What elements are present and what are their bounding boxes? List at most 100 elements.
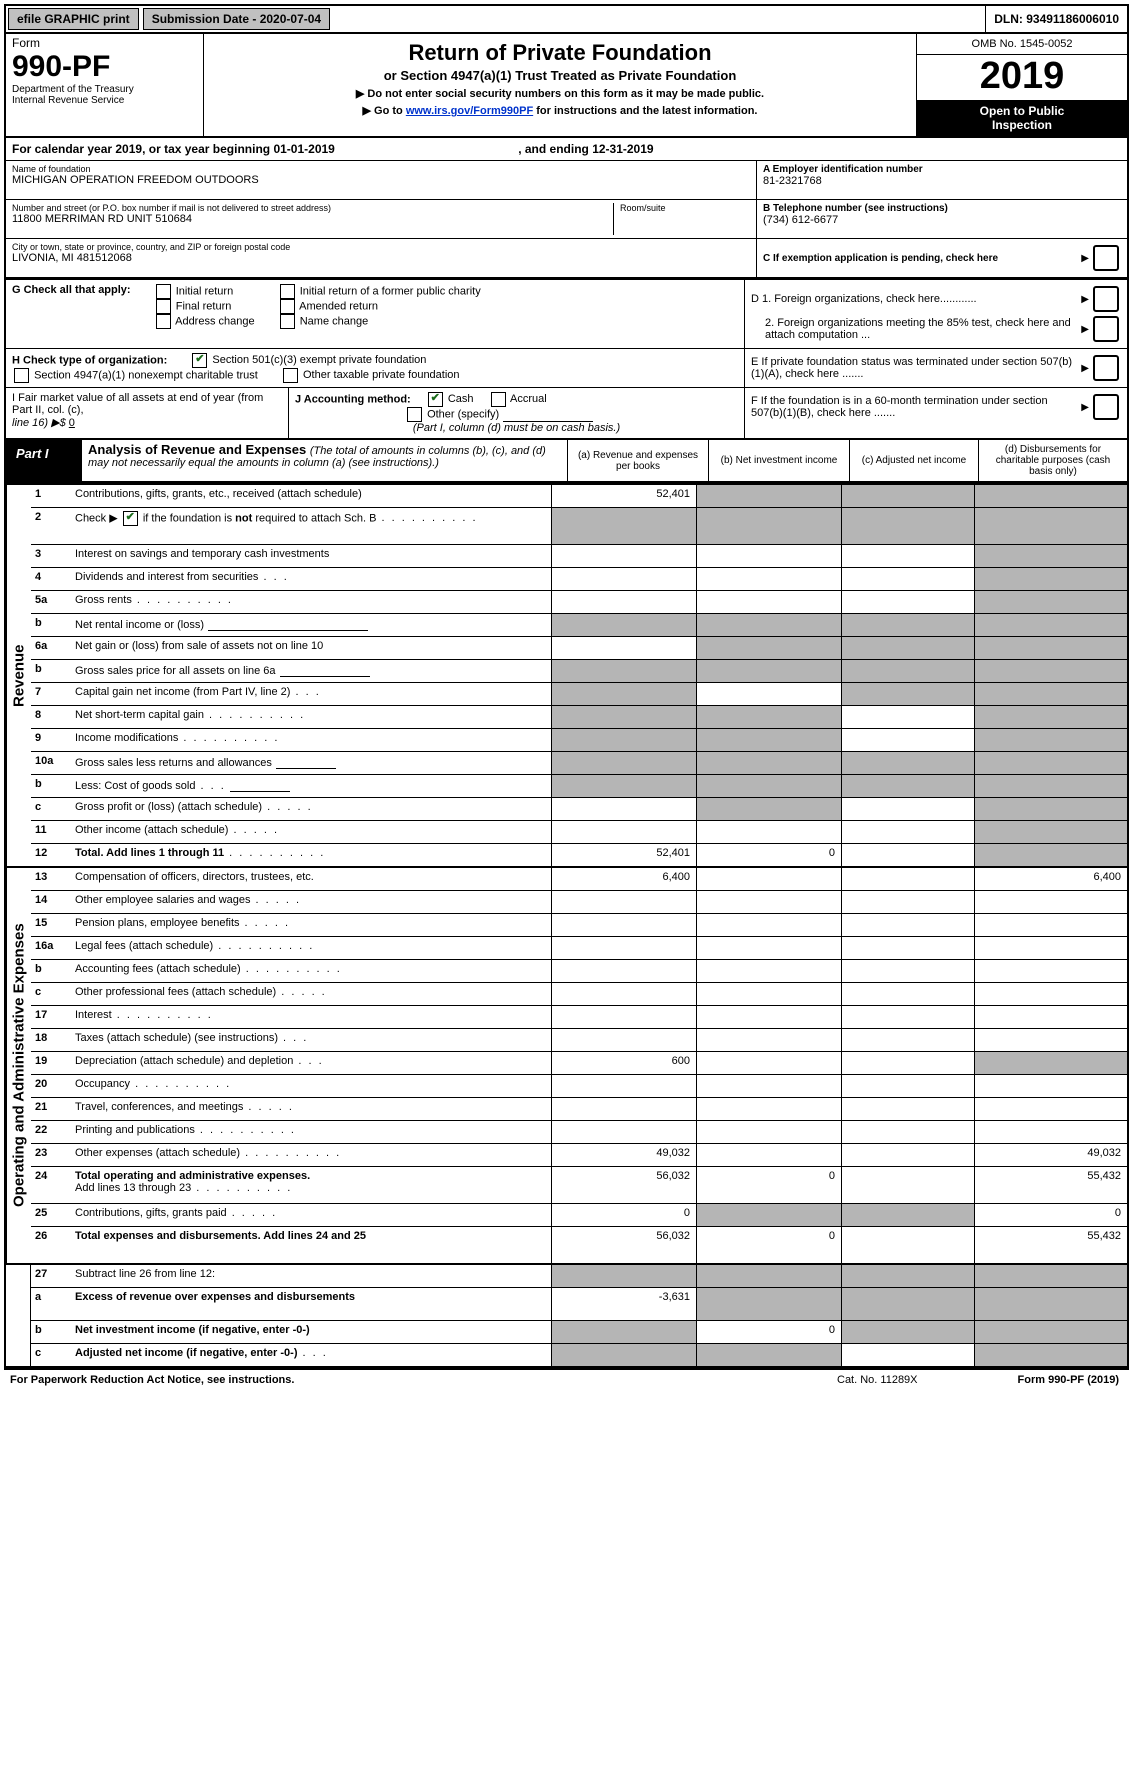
arrow-icon [1081,323,1091,335]
row-27b: bNet investment income (if negative, ent… [31,1321,1127,1344]
city-row: City or town, state or province, country… [6,239,756,277]
instruction-1: ▶ Do not enter social security numbers o… [212,87,908,100]
ij-f-section: I Fair market value of all assets at end… [6,387,1127,438]
calendar-year-row: For calendar year 2019, or tax year begi… [6,138,1127,161]
dept-line1: Department of the Treasury [12,84,197,95]
e-checkbox[interactable] [1093,355,1119,381]
header-center: Return of Private Foundation or Section … [204,34,916,136]
row-20: 20Occupancy [31,1075,1127,1098]
phone-row: B Telephone number (see instructions) (7… [757,200,1127,239]
info-grid: Name of foundation MICHIGAN OPERATION FR… [6,161,1127,279]
h-section: H Check type of organization: Section 50… [6,349,744,387]
part1-label: Part I [6,440,82,481]
row-6a: 6aNet gain or (loss) from sale of assets… [31,637,1127,660]
row-10c: cGross profit or (loss) (attach schedule… [31,798,1127,821]
h-other-checkbox[interactable] [283,368,298,383]
row-16a: 16aLegal fees (attach schedule) [31,937,1127,960]
part1-desc: Analysis of Revenue and Expenses (The to… [82,440,567,481]
row-15: 15Pension plans, employee benefits [31,914,1127,937]
row-9: 9Income modifications [31,729,1127,752]
row-25: 25Contributions, gifts, grants paid00 [31,1204,1127,1227]
g-initial-former-checkbox[interactable] [280,284,295,299]
row-10b: bLess: Cost of goods sold [31,775,1127,798]
row-17: 17Interest [31,1006,1127,1029]
row-3: 3Interest on savings and temporary cash … [31,545,1127,568]
form-title: Return of Private Foundation [212,40,908,66]
h-501c3-checkbox[interactable] [192,353,207,368]
header-right: OMB No. 1545-0052 2019 Open to Public In… [916,34,1127,136]
topbar: efile GRAPHIC print Submission Date - 20… [6,6,1127,34]
page-footer: For Paperwork Reduction Act Notice, see … [4,1370,1125,1390]
col-d-header: (d) Disbursements for charitable purpose… [978,440,1127,481]
row-7: 7Capital gain net income (from Part IV, … [31,683,1127,706]
dept-line2: Internal Revenue Service [12,95,197,106]
row-27a: aExcess of revenue over expenses and dis… [31,1288,1127,1321]
g-initial-checkbox[interactable] [156,284,171,299]
efile-button[interactable]: efile GRAPHIC print [8,8,139,30]
ij-section: I Fair market value of all assets at end… [6,388,744,438]
d1-checkbox[interactable] [1093,286,1119,312]
row-13: 13Compensation of officers, directors, t… [31,868,1127,891]
catalog-number: Cat. No. 11289X [837,1374,918,1386]
row-18: 18Taxes (attach schedule) (see instructi… [31,1029,1127,1052]
info-right: A Employer identification number 81-2321… [756,161,1127,277]
row-5b: bNet rental income or (loss) [31,614,1127,637]
form-number: 990-PF [12,50,197,84]
irs-link[interactable]: www.irs.gov/Form990PF [406,105,533,117]
row-4: 4Dividends and interest from securities [31,568,1127,591]
f-section: F If the foundation is in a 60-month ter… [744,388,1127,438]
col-c-header: (c) Adjusted net income [849,440,978,481]
form-subtitle: or Section 4947(a)(1) Trust Treated as P… [212,68,908,83]
e-section: E If private foundation status was termi… [744,349,1127,387]
expenses-side-label: Operating and Administrative Expenses [6,868,31,1263]
c-checkbox[interactable] [1093,245,1119,271]
j-cash-checkbox[interactable] [428,392,443,407]
col-b-header: (b) Net investment income [708,440,849,481]
row-11: 11Other income (attach schedule) [31,821,1127,844]
c-row: C If exemption application is pending, c… [757,239,1127,277]
arrow-icon [1081,362,1091,374]
row-27: 27Subtract line 26 from line 12: [31,1265,1127,1288]
foundation-name-row: Name of foundation MICHIGAN OPERATION FR… [6,161,756,200]
f-checkbox[interactable] [1093,394,1119,420]
j-other-checkbox[interactable] [407,407,422,422]
row-1: 1Contributions, gifts, grants, etc., rec… [31,485,1127,508]
row-19: 19Depreciation (attach schedule) and dep… [31,1052,1127,1075]
g-d-section: G Check all that apply: Initial return F… [6,279,1127,348]
form-container: efile GRAPHIC print Submission Date - 20… [4,4,1129,1370]
header-left: Form 990-PF Department of the Treasury I… [6,34,204,136]
g-amended-checkbox[interactable] [280,299,295,314]
form-ref: Form 990-PF (2019) [1018,1374,1119,1386]
open-public: Open to Public Inspection [917,100,1127,136]
i-section: I Fair market value of all assets at end… [6,388,289,438]
j-accrual-checkbox[interactable] [491,392,506,407]
d2-checkbox[interactable] [1093,316,1119,342]
expenses-table: Operating and Administrative Expenses 13… [6,866,1127,1263]
row-5a: 5aGross rents [31,591,1127,614]
form-header: Form 990-PF Department of the Treasury I… [6,34,1127,138]
row-10a: 10aGross sales less returns and allowanc… [31,752,1127,775]
submission-date-button[interactable]: Submission Date - 2020-07-04 [143,8,330,30]
arrow-icon [1081,401,1091,413]
row-16c: cOther professional fees (attach schedul… [31,983,1127,1006]
arrow-icon [1081,293,1091,305]
h-4947-checkbox[interactable] [14,368,29,383]
revenue-table: Revenue 1Contributions, gifts, grants, e… [6,483,1127,866]
g-address-checkbox[interactable] [156,314,171,329]
d-section: D 1. Foreign organizations, check here..… [744,280,1127,348]
row-26: 26Total expenses and disbursements. Add … [31,1227,1127,1263]
tax-year: 2019 [917,55,1127,100]
revenue-rows: 1Contributions, gifts, grants, etc., rec… [31,485,1127,866]
schb-checkbox[interactable] [123,511,138,526]
row-12: 12Total. Add lines 1 through 1152,4010 [31,844,1127,866]
omb-number: OMB No. 1545-0052 [917,34,1127,55]
info-left: Name of foundation MICHIGAN OPERATION FR… [6,161,756,277]
j-section: J Accounting method: Cash Accrual Other … [289,388,744,438]
row-27c: cAdjusted net income (if negative, enter… [31,1344,1127,1366]
revenue-side-label: Revenue [6,485,31,866]
pra-notice: For Paperwork Reduction Act Notice, see … [10,1374,294,1386]
g-name-checkbox[interactable] [280,314,295,329]
g-final-checkbox[interactable] [156,299,171,314]
row-23: 23Other expenses (attach schedule)49,032… [31,1144,1127,1167]
part1-header: Part I Analysis of Revenue and Expenses … [6,438,1127,483]
